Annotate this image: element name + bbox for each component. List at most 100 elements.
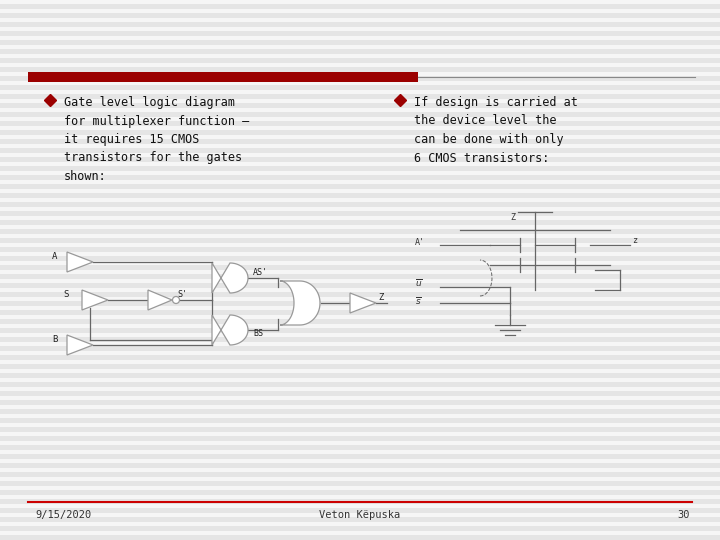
Bar bbox=[0, 400, 720, 405]
Bar bbox=[0, 382, 720, 387]
Bar bbox=[0, 517, 720, 522]
Bar bbox=[0, 490, 720, 495]
Bar bbox=[0, 382, 720, 387]
Bar bbox=[0, 328, 720, 333]
Bar bbox=[0, 157, 720, 162]
Bar bbox=[0, 355, 720, 360]
Bar bbox=[0, 391, 720, 396]
Bar bbox=[0, 58, 720, 63]
Bar bbox=[0, 508, 720, 513]
Bar bbox=[0, 346, 720, 351]
Polygon shape bbox=[67, 252, 93, 272]
Bar bbox=[0, 454, 720, 459]
Bar bbox=[0, 319, 720, 324]
Bar bbox=[0, 76, 720, 81]
Bar bbox=[0, 175, 720, 180]
Bar bbox=[0, 508, 720, 513]
Bar bbox=[0, 517, 720, 522]
Bar bbox=[0, 526, 720, 531]
Bar bbox=[0, 49, 720, 54]
Text: If design is carried at
the device level the
can be done with only
6 CMOS transi: If design is carried at the device level… bbox=[414, 96, 578, 165]
Bar bbox=[0, 112, 720, 117]
Bar bbox=[0, 58, 720, 63]
Bar bbox=[0, 445, 720, 450]
Bar bbox=[0, 535, 720, 540]
Bar bbox=[28, 72, 418, 82]
Bar bbox=[0, 319, 720, 324]
Bar bbox=[0, 283, 720, 288]
Bar bbox=[0, 256, 720, 261]
Bar bbox=[0, 301, 720, 306]
Bar bbox=[0, 373, 720, 378]
Polygon shape bbox=[350, 293, 376, 313]
Bar bbox=[0, 148, 720, 153]
Bar bbox=[0, 463, 720, 468]
Bar bbox=[0, 112, 720, 117]
Bar bbox=[0, 121, 720, 126]
Bar bbox=[0, 121, 720, 126]
Circle shape bbox=[173, 296, 179, 303]
Bar bbox=[0, 202, 720, 207]
Bar bbox=[0, 31, 720, 36]
Bar bbox=[0, 454, 720, 459]
Text: $\overline{s}$: $\overline{s}$ bbox=[415, 295, 422, 307]
Bar bbox=[0, 184, 720, 189]
Text: Z: Z bbox=[510, 213, 515, 222]
Bar bbox=[0, 229, 720, 234]
Bar bbox=[0, 166, 720, 171]
Bar bbox=[0, 247, 720, 252]
Bar bbox=[0, 427, 720, 432]
Bar bbox=[0, 283, 720, 288]
Text: BS: BS bbox=[253, 329, 263, 338]
Bar bbox=[0, 481, 720, 486]
Bar bbox=[0, 364, 720, 369]
Bar bbox=[0, 238, 720, 243]
Bar bbox=[0, 301, 720, 306]
Text: 9/15/2020: 9/15/2020 bbox=[35, 510, 91, 520]
Bar bbox=[0, 76, 720, 81]
Bar bbox=[0, 31, 720, 36]
Bar bbox=[0, 418, 720, 423]
Bar bbox=[0, 274, 720, 279]
Bar bbox=[0, 40, 720, 45]
Text: Veton Këpuska: Veton Këpuska bbox=[320, 510, 400, 520]
Bar bbox=[0, 391, 720, 396]
Bar bbox=[0, 247, 720, 252]
Bar bbox=[0, 67, 720, 72]
Bar bbox=[0, 364, 720, 369]
Bar bbox=[0, 13, 720, 18]
Polygon shape bbox=[280, 281, 320, 325]
Polygon shape bbox=[82, 290, 108, 310]
Bar bbox=[0, 535, 720, 540]
Text: Gate level logic diagram
for multiplexer function –
it requires 15 CMOS
transist: Gate level logic diagram for multiplexer… bbox=[64, 96, 249, 183]
Bar bbox=[0, 481, 720, 486]
Bar bbox=[0, 103, 720, 108]
Bar bbox=[0, 373, 720, 378]
Bar bbox=[0, 148, 720, 153]
Bar bbox=[0, 238, 720, 243]
Bar bbox=[0, 139, 720, 144]
Bar bbox=[0, 472, 720, 477]
Bar bbox=[0, 229, 720, 234]
Bar bbox=[0, 409, 720, 414]
Bar bbox=[0, 103, 720, 108]
Bar bbox=[0, 337, 720, 342]
Bar bbox=[0, 427, 720, 432]
Bar bbox=[0, 220, 720, 225]
Bar bbox=[0, 292, 720, 297]
Bar bbox=[0, 211, 720, 216]
Bar bbox=[0, 175, 720, 180]
Bar bbox=[0, 184, 720, 189]
Bar bbox=[0, 49, 720, 54]
Bar bbox=[0, 4, 720, 9]
Bar bbox=[0, 355, 720, 360]
Bar bbox=[0, 472, 720, 477]
Bar bbox=[0, 292, 720, 297]
Text: S': S' bbox=[177, 290, 187, 299]
Bar bbox=[0, 166, 720, 171]
Bar bbox=[0, 22, 720, 27]
Bar bbox=[0, 157, 720, 162]
Bar bbox=[0, 499, 720, 504]
Bar bbox=[0, 130, 720, 135]
Polygon shape bbox=[67, 335, 93, 355]
